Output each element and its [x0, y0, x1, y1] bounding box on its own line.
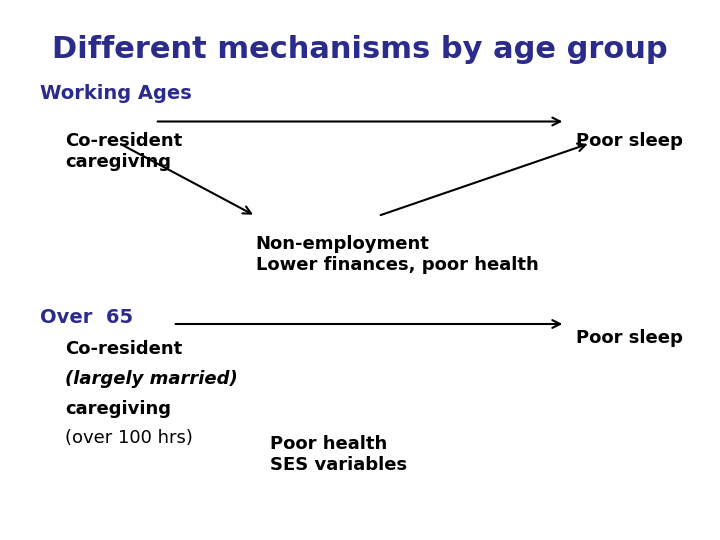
Text: (over 100 hrs): (over 100 hrs) — [65, 429, 193, 447]
Text: Over  65: Over 65 — [40, 308, 132, 327]
Text: Non-employment
Lower finances, poor health: Non-employment Lower finances, poor heal… — [256, 235, 539, 274]
Text: Poor sleep: Poor sleep — [576, 329, 683, 347]
Text: caregiving: caregiving — [65, 400, 171, 417]
Text: Poor sleep: Poor sleep — [576, 132, 683, 150]
Text: Poor health
SES variables: Poor health SES variables — [270, 435, 407, 474]
Text: (largely married): (largely married) — [65, 370, 238, 388]
Text: Co-resident: Co-resident — [65, 340, 182, 358]
Text: Different mechanisms by age group: Different mechanisms by age group — [52, 35, 668, 64]
Text: Working Ages: Working Ages — [40, 84, 192, 103]
Text: Co-resident
caregiving: Co-resident caregiving — [65, 132, 182, 171]
